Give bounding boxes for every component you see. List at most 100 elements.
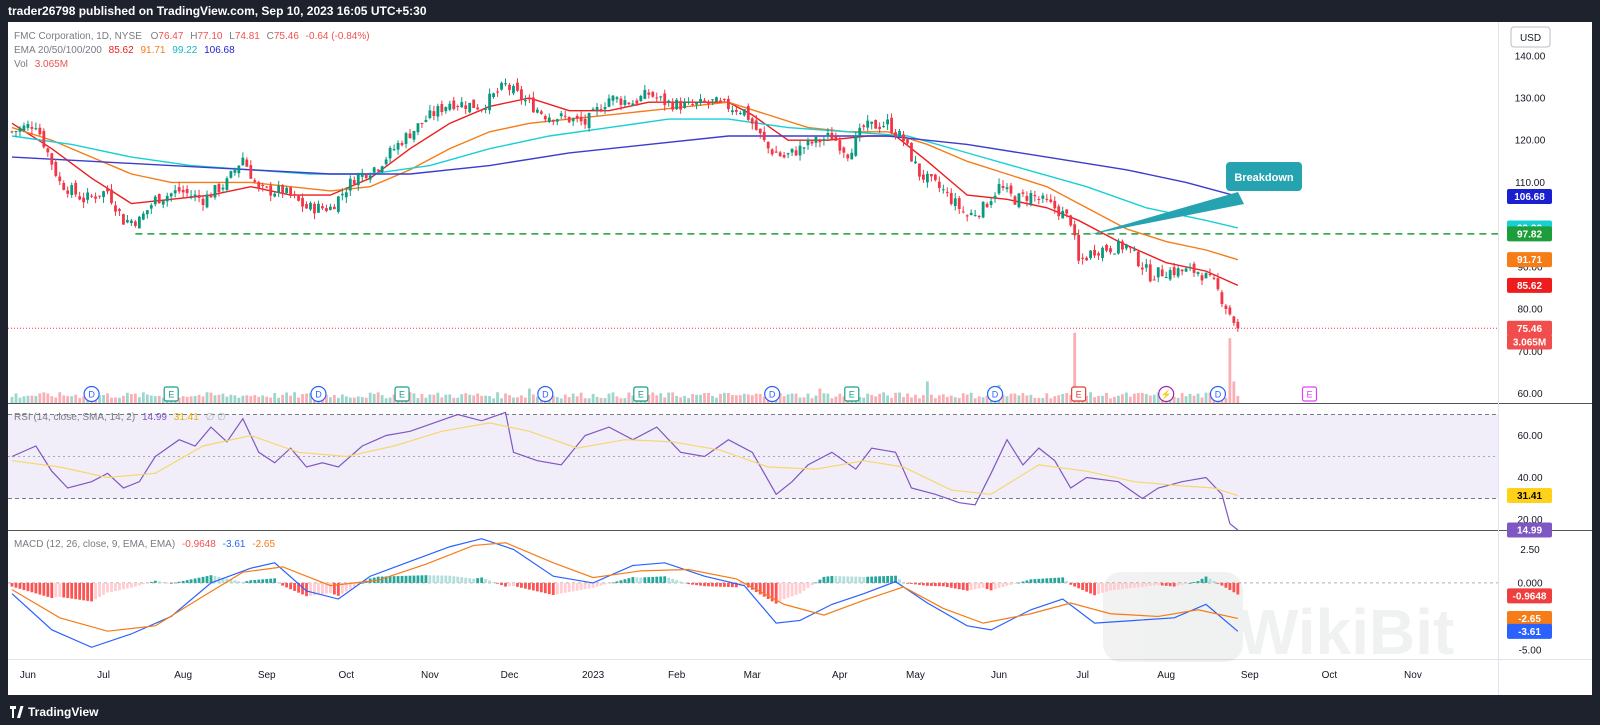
volume-bar — [201, 396, 205, 403]
event-marker-earnings[interactable]: E — [1071, 386, 1087, 402]
macd-hist-bar — [476, 578, 480, 583]
candle-body — [778, 152, 782, 157]
macd-hist-bar — [611, 582, 615, 584]
macd-hist-bar — [1073, 582, 1077, 587]
candle-body — [850, 152, 854, 160]
volume-bar — [476, 393, 480, 403]
badge-text: 106.68 — [1514, 192, 1545, 203]
candle-body — [1200, 275, 1204, 281]
volume-bar — [440, 397, 444, 403]
macd-hist-bar — [1057, 577, 1061, 583]
macd-hist-bar — [671, 578, 675, 583]
macd-hist-bar — [26, 582, 30, 592]
macd-hist-bar — [404, 575, 408, 583]
volume-bar — [496, 392, 499, 403]
macd-hist-bar — [1093, 582, 1096, 596]
macd-hist-bar — [703, 582, 706, 587]
volume-bar — [205, 392, 209, 403]
tradingview-logo-icon — [10, 706, 24, 718]
candle-body — [225, 178, 229, 190]
candle-body — [1136, 251, 1140, 267]
badge-text: 14.99 — [1517, 526, 1542, 537]
macd-hist-bar — [62, 582, 66, 598]
legend-change: -0.64 (-0.84%) — [306, 31, 370, 42]
event-marker-letter: E — [1076, 390, 1082, 400]
candle-body — [997, 184, 1001, 194]
candle-body — [1232, 316, 1236, 323]
event-marker-dividend[interactable]: D — [310, 385, 327, 403]
candle-body — [1105, 244, 1108, 251]
macd-hist-bar — [396, 576, 400, 583]
event-marker-earnings[interactable]: E — [1301, 386, 1318, 402]
candle-body — [524, 100, 527, 102]
candle-body — [961, 211, 965, 213]
macd-hist-bar — [1069, 582, 1073, 585]
volume-bar — [941, 394, 945, 403]
macd-hist-bar — [850, 576, 854, 583]
event-marker-split[interactable]: ⚡ — [1158, 385, 1175, 403]
volume-bar — [472, 395, 476, 403]
macd-hist-bar — [687, 582, 690, 585]
event-marker-dividend[interactable]: D — [537, 385, 554, 403]
macd-hist-bar — [528, 582, 531, 590]
breakdown-annotation[interactable]: Breakdown — [1088, 162, 1302, 235]
macd-hist-bar — [1128, 582, 1132, 589]
macd-hist-bar — [504, 582, 507, 587]
macd-hist-bar — [953, 582, 957, 589]
event-marker-shape — [764, 385, 781, 403]
event-marker-dividend[interactable]: D — [764, 385, 781, 403]
event-marker-earnings[interactable]: E — [844, 386, 860, 402]
volume-bar — [1049, 398, 1053, 403]
macd-hist-bar — [1144, 582, 1148, 587]
macd-hist-bar — [742, 582, 746, 586]
event-markers: D E D E D E D E D E ⚡ D E — [83, 385, 1318, 403]
candle-body — [802, 147, 806, 149]
macd-hist-bar — [189, 579, 193, 583]
time-tick-label: May — [906, 670, 925, 681]
currency-button[interactable]: USD — [1510, 26, 1551, 48]
volume-bar — [834, 396, 838, 403]
macd-hist-bar — [762, 582, 766, 597]
time-tick-label: Mar — [744, 670, 762, 681]
volume-bar — [253, 395, 257, 403]
event-marker-dividend[interactable]: D — [986, 385, 1004, 403]
candle-body — [332, 206, 336, 210]
volume-bar — [82, 396, 86, 403]
macd-hist-bar — [1081, 582, 1085, 590]
macd-hist-bar — [531, 582, 535, 591]
ema-lines — [11, 97, 1239, 287]
volume-bar — [902, 397, 905, 403]
volume-bar — [368, 392, 372, 403]
volume-bar — [392, 394, 396, 403]
candle-body — [500, 82, 503, 90]
macd-hist-bar — [699, 582, 702, 586]
volume-bar — [1152, 394, 1156, 403]
macd-hist-bar — [1164, 582, 1168, 586]
candle-body — [340, 193, 344, 196]
volume-bar — [500, 398, 503, 403]
candle-body — [918, 163, 921, 177]
candle-body — [1180, 269, 1184, 272]
volume-bar — [874, 396, 878, 403]
macd-line-signal — [11, 542, 1238, 632]
candle-body — [675, 99, 679, 110]
event-marker-dividend[interactable]: D — [1209, 385, 1227, 403]
macd-hist-bar — [1017, 582, 1021, 584]
event-marker-earnings[interactable]: E — [394, 386, 410, 402]
event-marker-earnings[interactable]: E — [163, 386, 179, 402]
volume-bar — [949, 395, 953, 403]
event-marker-dividend[interactable]: D — [83, 385, 100, 403]
macd-tick-label: 0.000 — [1517, 578, 1542, 589]
candle-body — [1196, 272, 1200, 274]
candle-body — [567, 116, 571, 123]
candle-body — [1101, 247, 1104, 258]
event-marker-earnings[interactable]: E — [633, 386, 649, 402]
candle-body — [679, 101, 683, 110]
macd-hist-bar — [969, 582, 973, 590]
rsi-badge: 14.99 — [1507, 522, 1552, 538]
macd-hist-bar — [329, 582, 332, 594]
legend-rsi-sma-value: 31.41 — [174, 412, 199, 423]
candle-body — [416, 123, 420, 133]
candle-body — [758, 128, 762, 134]
candle-body — [325, 208, 328, 212]
